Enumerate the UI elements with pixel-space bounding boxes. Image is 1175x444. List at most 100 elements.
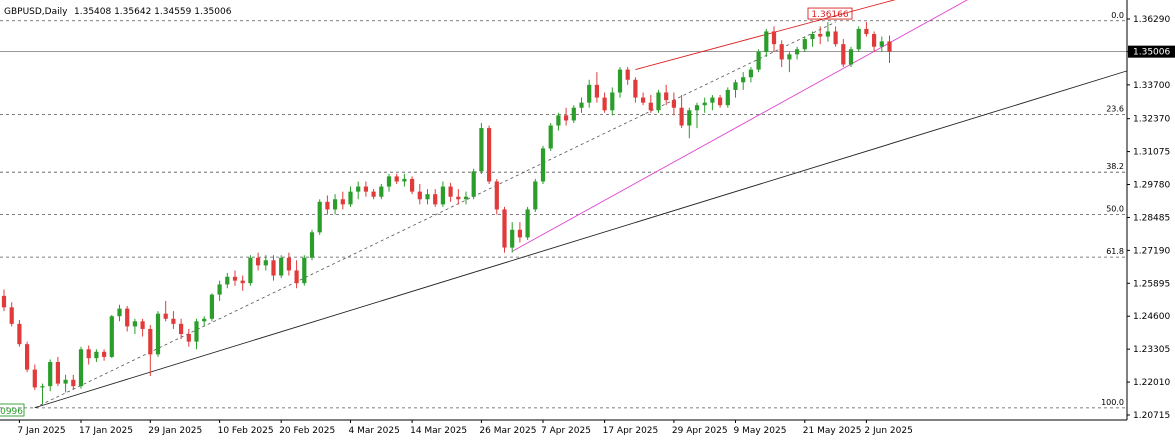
bullish-candle bbox=[702, 102, 707, 106]
bearish-candle bbox=[71, 379, 76, 387]
bullish-candle bbox=[63, 379, 68, 384]
trend-lines: 1.36166 1.20996 bbox=[0, 0, 1128, 417]
bullish-candle bbox=[617, 69, 623, 93]
bullish-candle bbox=[741, 77, 746, 83]
time-tick-label: 7 Apr 2025 bbox=[541, 426, 591, 436]
bearish-candle bbox=[179, 323, 184, 335]
bullish-candle bbox=[656, 92, 661, 111]
bearish-candle bbox=[371, 191, 376, 197]
bearish-candle bbox=[679, 107, 684, 126]
bullish-candle bbox=[440, 186, 445, 205]
bullish-candle bbox=[540, 148, 546, 182]
bearish-candle bbox=[833, 31, 838, 45]
bearish-candle bbox=[86, 349, 91, 359]
bearish-candle bbox=[718, 97, 723, 106]
time-tick-label: 26 Mar 2025 bbox=[479, 426, 536, 436]
bullish-candle bbox=[764, 31, 769, 52]
bearish-candle bbox=[625, 69, 630, 80]
bearish-candle bbox=[55, 361, 60, 384]
bearish-candle bbox=[102, 351, 107, 357]
time-tick-label: 7 Jan 2025 bbox=[17, 426, 65, 436]
time-tick-label: 9 May 2025 bbox=[734, 426, 787, 436]
bearish-candle bbox=[232, 276, 238, 281]
bearish-candle bbox=[325, 201, 330, 210]
high-marker-label: 1.36166 bbox=[811, 10, 848, 20]
bullish-candle bbox=[525, 209, 530, 238]
bearish-candle bbox=[494, 181, 499, 210]
bullish-candle bbox=[402, 178, 407, 182]
current-price-tag-bg bbox=[1128, 45, 1175, 58]
bearish-candle bbox=[186, 334, 191, 342]
bullish-candle bbox=[348, 191, 353, 205]
price-tick-label: 1.22010 bbox=[1133, 378, 1170, 388]
bearish-candle bbox=[433, 194, 438, 205]
price-tick-label: 1.32370 bbox=[1133, 115, 1170, 125]
bullish-candle bbox=[94, 351, 99, 359]
bullish-candle bbox=[78, 349, 84, 387]
bearish-candle bbox=[641, 97, 646, 103]
bullish-candle bbox=[556, 115, 561, 126]
bullish-candle bbox=[471, 171, 476, 197]
price-axis: 1.36290 1.35006 1.33700 1.32370 1.31075 1.297… bbox=[0, 0, 1175, 421]
bearish-candle bbox=[448, 186, 453, 197]
bearish-candle bbox=[340, 199, 345, 205]
chart-header-ohlc: 1.35408 1.35642 1.34559 1.35006 bbox=[74, 7, 232, 17]
bullish-candle bbox=[694, 105, 700, 111]
price-tick-label: 1.23305 bbox=[1133, 345, 1170, 355]
bearish-candle bbox=[671, 100, 676, 108]
price-tick-label: 1.31075 bbox=[1133, 148, 1170, 158]
price-tick-label: 1.25895 bbox=[1133, 279, 1170, 289]
bearish-candle bbox=[171, 318, 176, 324]
time-tick-label: 4 Mar 2025 bbox=[349, 426, 400, 436]
bullish-candle bbox=[479, 128, 484, 172]
bullish-candle bbox=[587, 84, 592, 103]
bullish-candle bbox=[733, 82, 738, 90]
bullish-candle bbox=[117, 308, 122, 317]
bullish-candle bbox=[333, 199, 338, 210]
bullish-candle bbox=[787, 54, 792, 60]
bearish-candle bbox=[564, 115, 569, 121]
bullish-candle bbox=[687, 110, 692, 126]
bullish-candle bbox=[463, 196, 469, 200]
bearish-candle bbox=[517, 229, 522, 238]
bearish-candle bbox=[17, 323, 22, 345]
bullish-candle bbox=[302, 257, 307, 284]
price-tick-label: 1.27190 bbox=[1133, 246, 1170, 256]
bullish-candle bbox=[317, 201, 322, 233]
bullish-candle bbox=[386, 176, 392, 187]
bearish-candle bbox=[286, 257, 291, 271]
bearish-candle bbox=[240, 280, 245, 284]
bullish-candle bbox=[879, 41, 884, 47]
bearish-candle bbox=[125, 308, 130, 327]
bullish-candle bbox=[725, 89, 730, 106]
bullish-candle bbox=[848, 49, 854, 65]
bearish-candle bbox=[394, 176, 399, 182]
bullish-candle bbox=[579, 102, 584, 108]
bullish-candle bbox=[379, 186, 384, 197]
time-tick-label: 29 Apr 2025 bbox=[672, 426, 728, 436]
bearish-candle bbox=[9, 307, 14, 324]
bullish-candle bbox=[225, 276, 230, 285]
fib-level-label: 61.8 bbox=[1106, 247, 1124, 256]
bullish-candle bbox=[710, 97, 715, 103]
time-tick-label: 2 Jun 2025 bbox=[864, 426, 912, 436]
fib-trend-line bbox=[34, 21, 836, 409]
bearish-candle bbox=[872, 34, 877, 47]
bullish-candle bbox=[279, 257, 284, 276]
bearish-candle bbox=[841, 44, 846, 65]
fib-level-label: 23.6 bbox=[1106, 104, 1124, 113]
fibonacci-levels: 0.0 23.6 38.2 50.0 61.8 100.0 bbox=[0, 11, 1127, 409]
price-tick-label: 1.29780 bbox=[1133, 181, 1170, 191]
bullish-candle bbox=[202, 318, 207, 322]
bullish-candle bbox=[756, 51, 761, 70]
bearish-candle bbox=[779, 44, 784, 60]
bullish-candle bbox=[48, 361, 53, 387]
support-trend-line bbox=[34, 70, 1128, 409]
bullish-candle bbox=[510, 229, 515, 248]
bearish-candle bbox=[771, 31, 777, 45]
fib-level-label: 0.0 bbox=[1111, 11, 1124, 20]
bearish-candle bbox=[648, 102, 653, 111]
bullish-candle bbox=[263, 260, 268, 266]
